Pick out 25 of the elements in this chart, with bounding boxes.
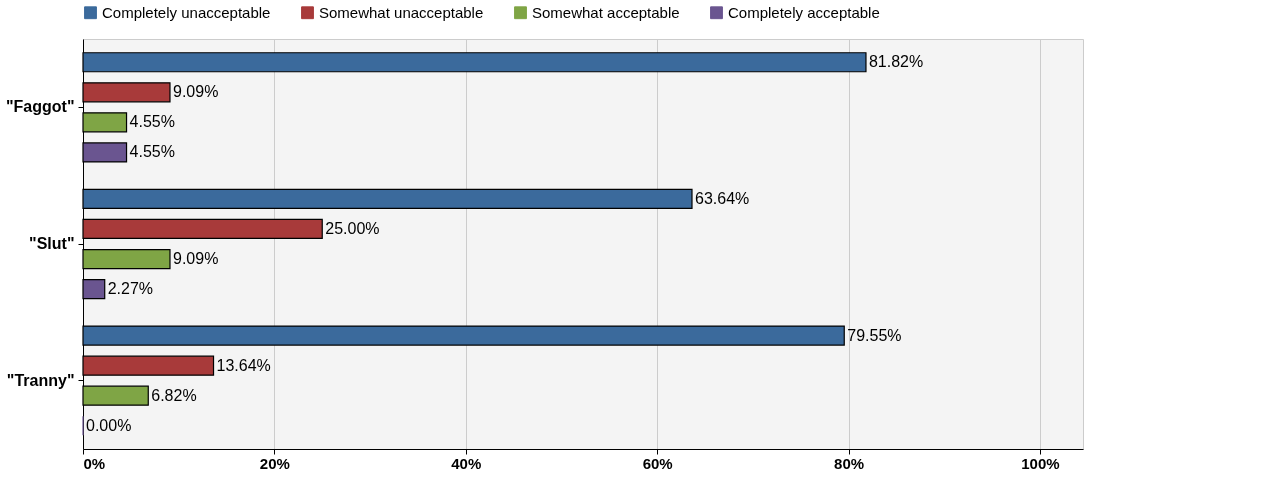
data-label: 13.64% <box>216 356 271 374</box>
legend-label: Somewhat unacceptable <box>319 3 484 21</box>
data-label: 2.27% <box>107 280 154 298</box>
data-label: 4.55% <box>129 113 175 131</box>
x-tick-label: 60% <box>642 454 673 472</box>
x-tick-label: 100% <box>1021 454 1060 472</box>
legend-label: Somewhat acceptable <box>532 3 680 21</box>
data-label: 79.55% <box>847 326 902 344</box>
x-tick-label: 40% <box>451 454 482 472</box>
y-tick-label: "Faggot" <box>6 98 75 116</box>
data-label: 63.64% <box>695 189 750 207</box>
x-tick-label: 0% <box>83 454 106 472</box>
y-tick-label: "Tranny" <box>6 371 75 389</box>
data-label: 6.82% <box>151 386 197 404</box>
x-tick-label: 20% <box>259 454 290 472</box>
y-tick-label: "Slut" <box>29 235 75 252</box>
data-label: 4.55% <box>129 143 175 161</box>
legend-label: Completely unacceptable <box>102 3 271 21</box>
data-label: 81.82% <box>868 53 924 71</box>
data-label: 0.00% <box>86 416 132 434</box>
data-label: 9.09% <box>172 83 219 101</box>
legend-label: Completely acceptable <box>728 3 880 21</box>
data-label: 9.09% <box>172 250 219 268</box>
x-tick-label: 80% <box>834 454 865 472</box>
data-label: 25.00% <box>325 219 380 237</box>
